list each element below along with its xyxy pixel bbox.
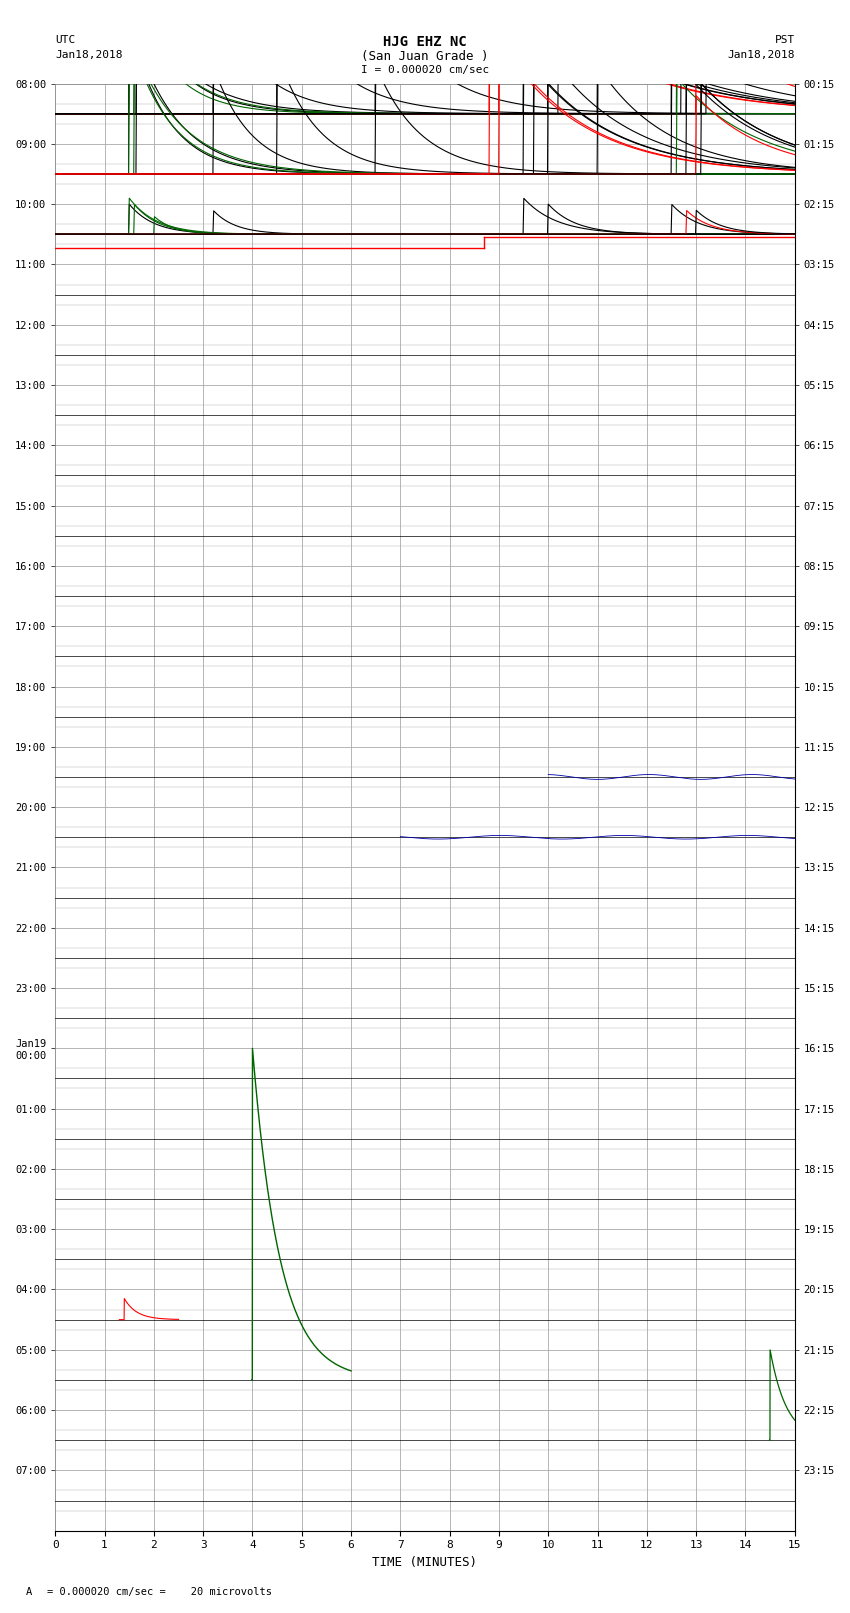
Text: HJG EHZ NC: HJG EHZ NC: [383, 35, 467, 50]
Text: I = 0.000020 cm/sec: I = 0.000020 cm/sec: [361, 65, 489, 74]
X-axis label: TIME (MINUTES): TIME (MINUTES): [372, 1557, 478, 1569]
Text: Jan18,2018: Jan18,2018: [55, 50, 122, 60]
Text: PST: PST: [774, 35, 795, 45]
Text: A: A: [26, 1587, 31, 1597]
Text: = 0.000020 cm/sec =    20 microvolts: = 0.000020 cm/sec = 20 microvolts: [47, 1587, 272, 1597]
Text: UTC: UTC: [55, 35, 76, 45]
Text: (San Juan Grade ): (San Juan Grade ): [361, 50, 489, 63]
Text: Jan18,2018: Jan18,2018: [728, 50, 795, 60]
